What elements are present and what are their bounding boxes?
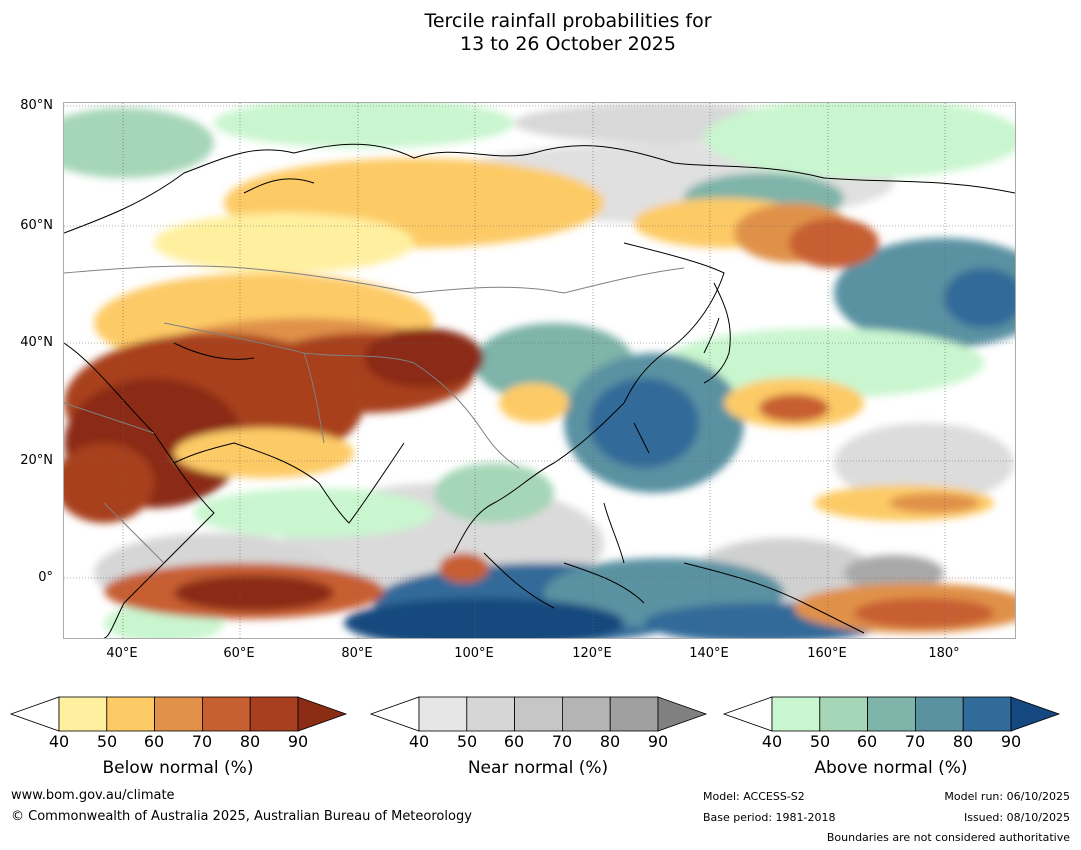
lat-label-40n: 40°N	[20, 335, 53, 350]
tick-label: 40	[408, 732, 430, 751]
base-period: Base period: 1981-2018	[703, 811, 836, 824]
tick-label: 90	[287, 732, 309, 751]
lon-label-160e: 160°E	[807, 646, 847, 661]
colorbar-near-normal	[370, 696, 708, 732]
lon-label-120e: 120°E	[572, 646, 612, 661]
lon-label-100e: 100°E	[454, 646, 494, 661]
map-canvas	[64, 103, 1015, 638]
colorbar-segment	[962, 696, 1012, 732]
lat-label-80n: 80°N	[20, 98, 53, 113]
colorbar-segment	[418, 696, 468, 732]
tick-label: 70	[191, 732, 213, 751]
tick-label: 50	[456, 732, 478, 751]
colorbar-segment	[867, 696, 916, 732]
lon-label-40e: 40°E	[106, 646, 138, 661]
colorbar-segment	[154, 696, 203, 732]
tick-label: 50	[809, 732, 831, 751]
tick-label: 60	[503, 732, 525, 751]
colorbar-segment	[249, 696, 299, 732]
map-title: Tercile rainfall probabilities for 13 to…	[0, 10, 1081, 56]
tick-label: 50	[96, 732, 118, 751]
colorbar-above-label: Above normal (%)	[814, 758, 968, 778]
title-line-1: Tercile rainfall probabilities for	[424, 10, 712, 32]
colorbar-max-extend	[297, 696, 348, 732]
colorbar-near-label: Near normal (%)	[467, 758, 609, 778]
tick-label: 70	[904, 732, 926, 751]
tick-label: 80	[599, 732, 621, 751]
tick-label: 80	[952, 732, 974, 751]
lat-label-0: 0°	[38, 570, 53, 585]
lat-label-20n: 20°N	[20, 453, 53, 468]
tick-label: 40	[761, 732, 783, 751]
colorbar-max-extend	[657, 696, 708, 732]
colorbar-min-extend	[370, 696, 420, 732]
colorbar-segment	[58, 696, 108, 732]
tick-label: 70	[551, 732, 573, 751]
colorbar-below-label: Below normal (%)	[102, 758, 254, 778]
colorbar-below-normal	[10, 696, 348, 732]
model-run-date: Model run: 06/10/2025	[944, 790, 1070, 803]
lon-label-60e: 60°E	[223, 646, 255, 661]
colorbar-segment	[106, 696, 156, 732]
colorbar-segment	[201, 696, 251, 732]
colorbar-min-extend	[723, 696, 773, 732]
tick-label: 90	[1000, 732, 1022, 751]
model-name: Model: ACCESS-S2	[703, 790, 805, 803]
website-url: www.bom.gov.au/climate	[11, 788, 175, 803]
lon-label-80e: 80°E	[341, 646, 373, 661]
tick-label: 60	[143, 732, 165, 751]
colorbar-segment	[771, 696, 821, 732]
colorbar-segment	[914, 696, 964, 732]
issued-date: Issued: 08/10/2025	[963, 811, 1070, 824]
title-line-2: 13 to 26 October 2025	[460, 33, 676, 55]
rainfall-probability-map	[63, 102, 1016, 639]
colorbar-segment	[609, 696, 659, 732]
colorbar-segment	[819, 696, 869, 732]
coastlines	[64, 143, 1015, 638]
graticule	[64, 103, 1015, 638]
colorbar-above-normal	[723, 696, 1061, 732]
colorbar-segment	[514, 696, 563, 732]
boundary-disclaimer: Boundaries are not considered authoritat…	[826, 831, 1070, 844]
colorbar-max-extend	[1010, 696, 1061, 732]
lon-label-140e: 140°E	[689, 646, 729, 661]
colorbar-segment	[561, 696, 611, 732]
country-boundaries	[64, 265, 685, 564]
tick-label: 90	[647, 732, 669, 751]
colorbar-min-extend	[10, 696, 60, 732]
lon-label-180: 180°	[928, 646, 960, 661]
tick-label: 40	[48, 732, 70, 751]
copyright-text: © Commonwealth of Australia 2025, Austra…	[11, 809, 472, 824]
colorbar-segment	[466, 696, 516, 732]
tick-label: 80	[239, 732, 261, 751]
tick-label: 60	[856, 732, 878, 751]
lat-label-60n: 60°N	[20, 218, 53, 233]
